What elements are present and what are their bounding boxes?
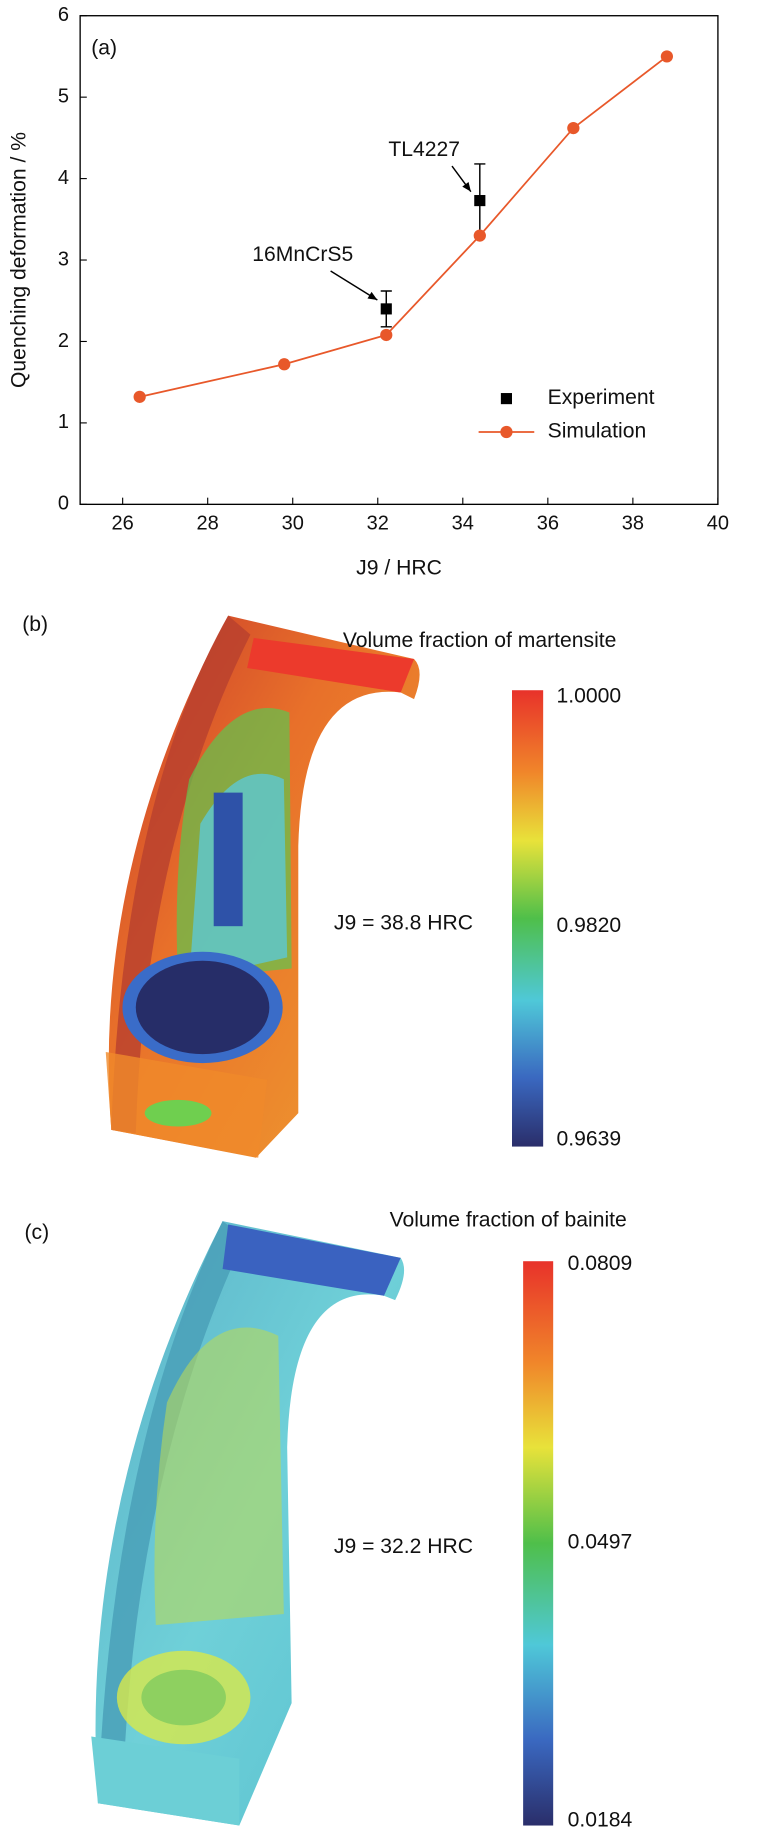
x-tick-label: 30 (282, 513, 304, 535)
green-spot (144, 1099, 212, 1127)
x-tick-label: 32 (367, 513, 389, 535)
panel-title: Volume fraction of bainite (390, 1209, 627, 1232)
panel-label: (b) (22, 613, 48, 636)
y-tick-label: 5 (58, 85, 69, 107)
arrow-head (367, 291, 378, 300)
colorbar-label: 0.9820 (557, 914, 622, 937)
annotation: TL4227 (388, 138, 460, 161)
legend-label: Experiment (548, 386, 655, 409)
y-tick-label: 3 (58, 248, 69, 270)
y-tick-label: 2 (58, 330, 69, 352)
legend-label: Simulation (548, 420, 647, 443)
ring-step (91, 1736, 240, 1826)
colorbar-label: 0.0809 (568, 1252, 633, 1275)
colorbar-label: 0.0497 (568, 1530, 633, 1553)
y-tick-label: 4 (58, 167, 69, 189)
annotation: 16MnCrS5 (252, 243, 353, 266)
panel-title: Volume fraction of martensite (343, 629, 617, 652)
panel-label: (a) (91, 37, 117, 60)
x-tick-label: 36 (537, 513, 559, 535)
panel-c: (c) Volume fraction of bainite J9 = 32.2… (24, 1209, 632, 1829)
x-tick-label: 26 (112, 513, 134, 535)
marker (567, 121, 580, 135)
panel-label: (c) (24, 1221, 49, 1244)
x-tick-label: 34 (452, 513, 474, 535)
colorbar-label: 0.9639 (557, 1127, 622, 1150)
marker (133, 390, 146, 403)
legend-marker (500, 425, 513, 439)
marker (380, 303, 392, 315)
y-tick-label: 1 (58, 411, 69, 433)
series-line (139, 55, 668, 398)
ring-top (222, 1224, 401, 1296)
marker (473, 229, 486, 242)
x-tick-label: 40 (707, 513, 729, 535)
annotation: J9 = 38.8 HRC (334, 912, 473, 935)
marker (474, 195, 486, 207)
green-core (141, 1669, 226, 1726)
legend-marker (500, 393, 512, 405)
x-tick-label: 28 (197, 513, 219, 535)
arrow-head (462, 181, 471, 192)
ring-top (247, 637, 415, 693)
y-tick-label: 0 (58, 493, 69, 515)
x-tick-label: 38 (622, 513, 644, 535)
annotation: J9 = 32.2 HRC (334, 1535, 473, 1558)
colorbar (512, 690, 544, 1147)
dark-core (135, 960, 270, 1055)
marker (660, 50, 674, 63)
blue-column (213, 792, 243, 927)
y-axis-label: Quenching deformation / % (8, 132, 31, 388)
y-tick-label: 6 (58, 4, 69, 26)
marker (380, 328, 393, 342)
marker (278, 358, 291, 371)
yellow-zone (154, 1327, 284, 1626)
colorbar-label: 0.0184 (568, 1809, 633, 1829)
panel-b: (b) Volume fraction of martensite J9 = 3… (22, 613, 622, 1158)
colorbar (523, 1261, 554, 1826)
colorbar-label: 1.0000 (557, 684, 622, 707)
x-axis-label: J9 / HRC (356, 556, 442, 579)
